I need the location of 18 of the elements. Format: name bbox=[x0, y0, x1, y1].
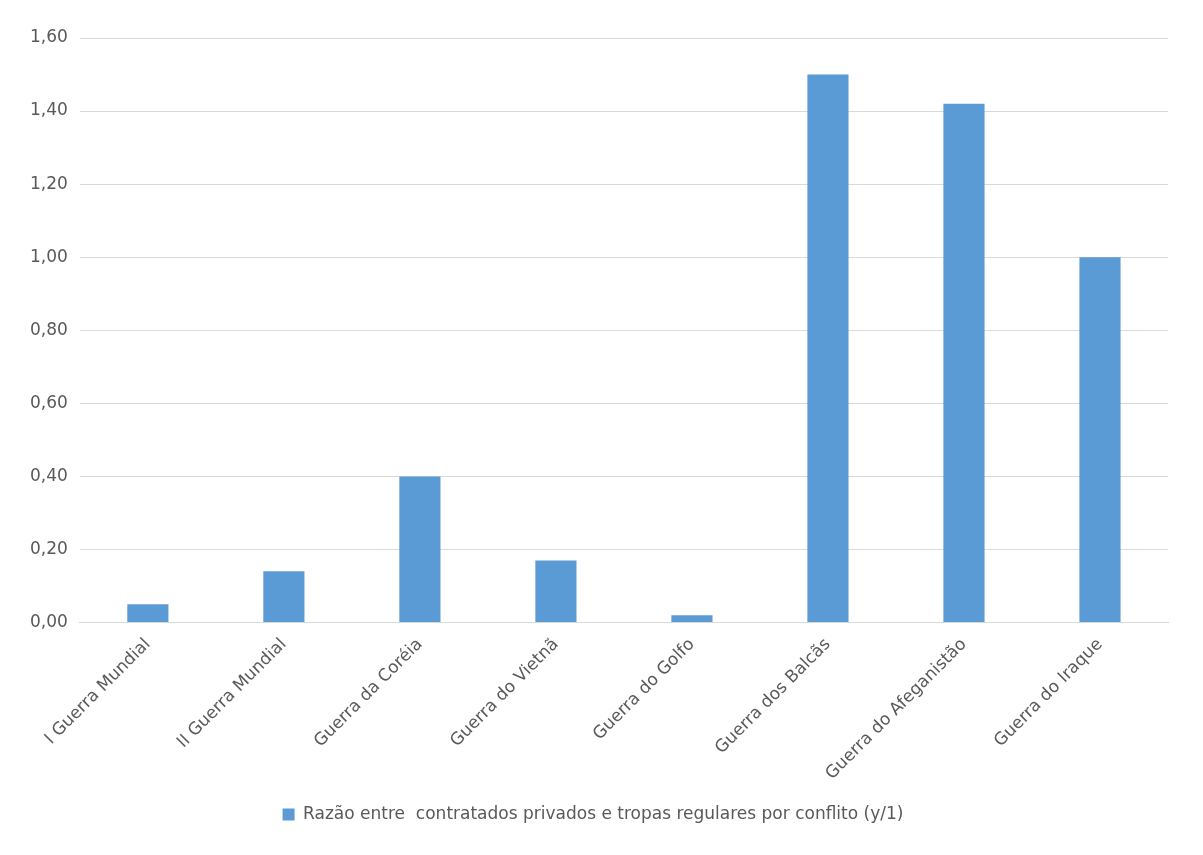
bar bbox=[943, 103, 985, 623]
bar bbox=[263, 571, 305, 623]
y-tick-label: 0,60 bbox=[29, 391, 68, 412]
y-tick-label: 1,20 bbox=[29, 172, 68, 193]
bar bbox=[807, 74, 849, 623]
bar bbox=[535, 560, 577, 623]
y-tick-label: 0,40 bbox=[29, 464, 68, 485]
y-tick-label: 0,00 bbox=[29, 610, 68, 631]
y-tick-label: 1,60 bbox=[29, 26, 68, 47]
legend-label: Razão entre contratados privados e tropas regulares por conflito (y/1) bbox=[303, 802, 904, 823]
y-tick-label: 1,40 bbox=[29, 99, 68, 120]
bar bbox=[671, 615, 713, 623]
bar bbox=[1079, 257, 1121, 623]
y-tick-label: 0,20 bbox=[29, 537, 68, 558]
bar bbox=[127, 604, 169, 623]
y-tick-label: 0,80 bbox=[29, 318, 68, 339]
bar bbox=[399, 476, 441, 623]
y-tick-label: 1,00 bbox=[29, 245, 68, 266]
